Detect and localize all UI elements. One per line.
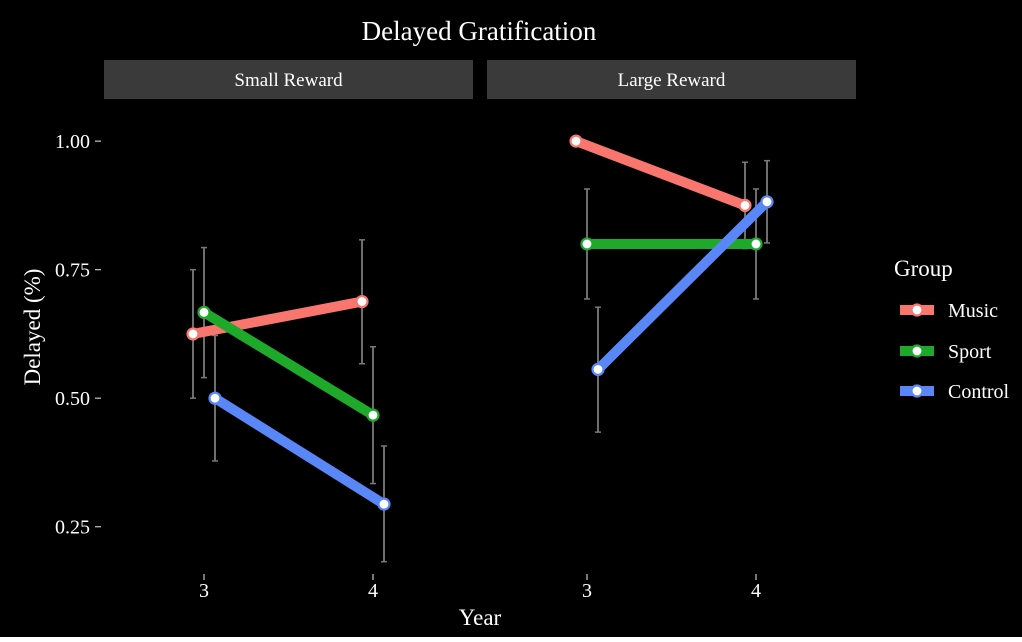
facet-strip-bg	[104, 60, 473, 99]
chart-title: Delayed Gratification	[362, 16, 597, 46]
series-line-sport	[201, 308, 376, 420]
data-point-control	[591, 362, 605, 377]
x-tick-label: 3	[582, 580, 592, 602]
facet-strips: Small Reward Large Reward	[104, 60, 856, 99]
data-point-sport	[197, 305, 211, 319]
data-point-music	[186, 327, 200, 341]
y-tick-label: 1.00	[55, 131, 90, 153]
data-point-music	[355, 294, 369, 309]
data-point-sport	[749, 237, 763, 251]
data-point-music	[569, 134, 583, 148]
y-tick-label: 0.25	[55, 517, 90, 539]
y-axis-label: Delayed (%)	[20, 269, 45, 386]
data-point-music	[738, 198, 752, 212]
legend-label: Control	[948, 381, 1010, 403]
data-point-control	[760, 195, 774, 209]
data-point-sport	[366, 408, 380, 422]
data-point-control	[208, 391, 222, 405]
legend-key-point	[910, 303, 924, 317]
facet-strip-label: Small Reward	[234, 70, 343, 91]
legend-items: Music Sport Control	[900, 300, 1010, 403]
series-line-control	[212, 393, 387, 509]
x-tick-label: 3	[199, 580, 209, 602]
plot-area	[186, 134, 774, 563]
legend-label: Sport	[948, 341, 992, 363]
legend-key-point	[910, 384, 924, 398]
data-point-sport	[580, 237, 594, 251]
facet-strip-label: Large Reward	[618, 70, 726, 91]
legend-key-point	[910, 344, 924, 358]
y-tick-label: 0.75	[55, 260, 90, 282]
x-tick-label: 4	[751, 580, 761, 602]
x-tick-label: 4	[368, 580, 378, 602]
series-line-control	[594, 198, 771, 373]
x-axis: 3 4 3 4	[199, 574, 761, 602]
data-point-control	[377, 497, 391, 511]
y-tick-label: 0.50	[55, 388, 90, 410]
y-axis: 0.25 0.50 0.75 1.00	[55, 131, 101, 539]
legend-label: Music	[948, 300, 998, 322]
series-line-music	[574, 136, 747, 211]
legend: Group Music Sport Control	[894, 256, 1010, 403]
facet-strip-bg	[487, 60, 856, 99]
legend-title: Group	[894, 256, 953, 281]
x-axis-label: Year	[459, 605, 502, 630]
